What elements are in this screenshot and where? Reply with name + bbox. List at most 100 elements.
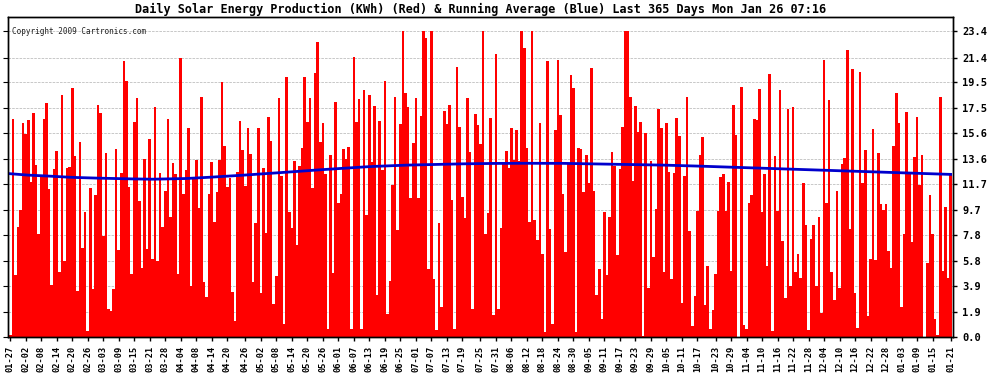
Bar (800, 278, 802, 337)
Bar (877, 153, 879, 337)
Bar (660, 128, 662, 337)
Bar (73, 156, 76, 337)
Bar (608, 217, 611, 337)
Bar (585, 155, 588, 337)
Bar (428, 269, 430, 337)
Bar (12, 118, 14, 337)
Bar (383, 81, 386, 337)
Bar (107, 309, 110, 337)
Bar (357, 99, 360, 337)
Bar (332, 273, 335, 337)
Bar (412, 142, 415, 337)
Bar (376, 295, 378, 337)
Bar (368, 95, 370, 337)
Bar (606, 275, 608, 337)
Bar (99, 113, 102, 337)
Bar (789, 286, 792, 337)
Bar (110, 311, 112, 337)
Bar (330, 155, 332, 337)
Bar (727, 182, 730, 337)
Bar (148, 139, 151, 337)
Bar (738, 336, 741, 337)
Bar (580, 148, 582, 337)
Bar (458, 128, 461, 337)
Bar (495, 54, 497, 337)
Bar (455, 67, 458, 337)
Bar (874, 260, 877, 337)
Bar (534, 220, 536, 337)
Bar (755, 120, 758, 337)
Bar (461, 197, 463, 337)
Bar (430, 32, 433, 337)
Bar (815, 286, 818, 337)
Bar (665, 123, 667, 337)
Bar (304, 78, 306, 337)
Bar (513, 160, 515, 337)
Bar (394, 97, 396, 337)
Bar (158, 173, 161, 337)
Bar (616, 255, 619, 337)
Bar (224, 146, 226, 337)
Bar (559, 115, 561, 337)
Bar (38, 234, 40, 337)
Bar (853, 293, 856, 337)
Bar (389, 281, 391, 337)
Bar (678, 136, 681, 337)
Bar (71, 88, 73, 337)
Bar (30, 182, 33, 337)
Bar (340, 194, 343, 337)
Bar (487, 213, 489, 337)
Bar (138, 201, 141, 337)
Bar (887, 251, 890, 337)
Bar (590, 68, 593, 337)
Bar (309, 98, 311, 337)
Bar (151, 259, 153, 337)
Bar (640, 122, 642, 337)
Bar (807, 330, 810, 337)
Bar (699, 156, 701, 337)
Bar (831, 272, 833, 337)
Bar (317, 42, 319, 337)
Bar (133, 122, 136, 337)
Bar (141, 268, 144, 337)
Bar (843, 158, 846, 337)
Bar (846, 50, 848, 337)
Bar (518, 160, 521, 337)
Bar (892, 146, 895, 337)
Bar (836, 191, 839, 337)
Bar (794, 272, 797, 337)
Bar (402, 32, 404, 337)
Bar (417, 198, 420, 337)
Bar (919, 185, 921, 337)
Bar (337, 203, 340, 337)
Bar (343, 149, 345, 337)
Bar (285, 77, 288, 337)
Bar (766, 266, 768, 337)
Bar (544, 332, 546, 337)
Bar (851, 69, 853, 337)
Bar (259, 293, 262, 337)
Bar (443, 111, 446, 337)
Bar (733, 105, 735, 337)
Bar (211, 162, 213, 337)
Bar (347, 147, 349, 337)
Bar (386, 314, 389, 337)
Bar (169, 217, 171, 337)
Bar (425, 38, 428, 337)
Bar (14, 275, 17, 337)
Bar (895, 93, 898, 337)
Bar (453, 329, 455, 337)
Bar (900, 307, 903, 337)
Bar (898, 123, 900, 337)
Bar (556, 60, 559, 337)
Bar (423, 32, 425, 337)
Bar (644, 132, 647, 337)
Bar (797, 254, 800, 337)
Bar (84, 212, 86, 337)
Bar (569, 75, 572, 337)
Bar (463, 218, 466, 337)
Bar (885, 204, 887, 337)
Bar (322, 123, 324, 337)
Bar (420, 116, 423, 337)
Bar (784, 298, 787, 337)
